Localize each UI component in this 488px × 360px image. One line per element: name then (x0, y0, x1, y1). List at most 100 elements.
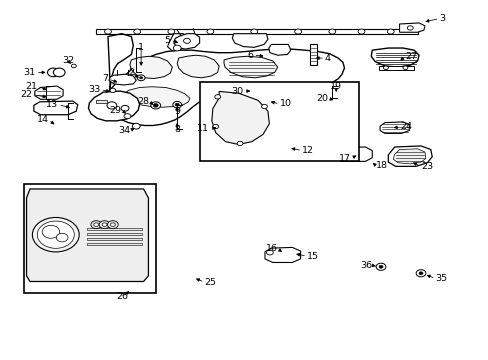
Polygon shape (88, 91, 140, 121)
Text: 7: 7 (102, 75, 108, 84)
Polygon shape (310, 44, 316, 65)
Circle shape (32, 217, 79, 252)
Polygon shape (387, 146, 431, 166)
Text: 22: 22 (20, 90, 32, 99)
Circle shape (137, 75, 145, 81)
Circle shape (56, 233, 68, 242)
Circle shape (294, 29, 301, 34)
Circle shape (99, 221, 110, 229)
Circle shape (153, 104, 158, 107)
Polygon shape (334, 147, 371, 161)
Text: 29: 29 (109, 105, 122, 114)
Polygon shape (268, 44, 290, 55)
Circle shape (107, 221, 118, 229)
Polygon shape (211, 91, 269, 144)
Circle shape (134, 29, 141, 34)
Text: 34: 34 (118, 126, 130, 135)
Circle shape (124, 114, 131, 119)
Circle shape (71, 64, 76, 68)
Circle shape (250, 29, 257, 34)
Bar (199, 82, 358, 161)
Text: 13: 13 (46, 100, 58, 109)
Polygon shape (378, 66, 413, 69)
Circle shape (172, 102, 181, 108)
Circle shape (53, 68, 65, 77)
Circle shape (37, 221, 74, 248)
Circle shape (110, 223, 115, 226)
Circle shape (418, 272, 422, 275)
Polygon shape (399, 23, 424, 32)
Text: 1: 1 (138, 43, 144, 52)
Polygon shape (87, 233, 142, 235)
Circle shape (402, 66, 407, 69)
Circle shape (47, 68, 59, 77)
Circle shape (407, 26, 412, 30)
Circle shape (175, 103, 179, 106)
Polygon shape (96, 30, 417, 34)
Polygon shape (224, 56, 277, 78)
Polygon shape (34, 101, 78, 115)
Bar (24, 184, 156, 293)
Text: 31: 31 (23, 68, 36, 77)
Circle shape (328, 29, 335, 34)
Circle shape (167, 29, 174, 34)
Text: 19: 19 (329, 82, 342, 91)
Text: 30: 30 (231, 86, 243, 95)
Circle shape (173, 45, 181, 51)
Polygon shape (87, 228, 142, 230)
Circle shape (94, 223, 99, 226)
Circle shape (104, 29, 111, 34)
Circle shape (42, 225, 60, 238)
Text: 10: 10 (279, 99, 291, 108)
Text: 18: 18 (375, 161, 387, 170)
Text: 4: 4 (325, 54, 330, 63)
Text: 11: 11 (197, 123, 209, 132)
Circle shape (383, 66, 387, 69)
Text: 14: 14 (37, 115, 48, 124)
Circle shape (206, 29, 213, 34)
Circle shape (121, 105, 129, 111)
Circle shape (132, 123, 140, 129)
Polygon shape (167, 34, 184, 51)
Text: 35: 35 (435, 274, 447, 283)
Text: 25: 25 (204, 278, 216, 287)
Polygon shape (379, 122, 408, 134)
Circle shape (102, 223, 107, 226)
Polygon shape (216, 86, 279, 107)
Circle shape (237, 141, 243, 145)
Polygon shape (177, 55, 219, 78)
Text: 24: 24 (400, 122, 412, 131)
Circle shape (322, 98, 330, 103)
Circle shape (183, 39, 190, 43)
Polygon shape (130, 56, 172, 78)
Polygon shape (87, 238, 142, 240)
Polygon shape (232, 34, 267, 47)
Polygon shape (26, 189, 148, 282)
Polygon shape (370, 48, 418, 67)
Text: 36: 36 (359, 261, 371, 270)
Text: 32: 32 (62, 57, 74, 66)
Text: 9: 9 (174, 107, 180, 116)
Text: 6: 6 (247, 51, 253, 60)
Polygon shape (125, 87, 189, 107)
Circle shape (214, 95, 220, 99)
Polygon shape (96, 100, 107, 103)
Polygon shape (87, 243, 142, 246)
Circle shape (151, 102, 160, 109)
Text: 2: 2 (128, 68, 134, 77)
Text: 12: 12 (302, 146, 313, 155)
Polygon shape (264, 247, 300, 262)
Text: 8: 8 (174, 125, 180, 134)
Circle shape (107, 102, 117, 109)
Circle shape (261, 104, 267, 109)
Circle shape (386, 29, 393, 34)
Text: 21: 21 (25, 82, 37, 91)
Circle shape (378, 265, 382, 268)
Circle shape (266, 250, 273, 255)
Text: 5: 5 (164, 36, 170, 45)
Polygon shape (35, 86, 63, 99)
Text: 27: 27 (405, 52, 417, 61)
Text: 28: 28 (137, 97, 149, 106)
Polygon shape (316, 102, 337, 105)
Circle shape (91, 221, 102, 229)
